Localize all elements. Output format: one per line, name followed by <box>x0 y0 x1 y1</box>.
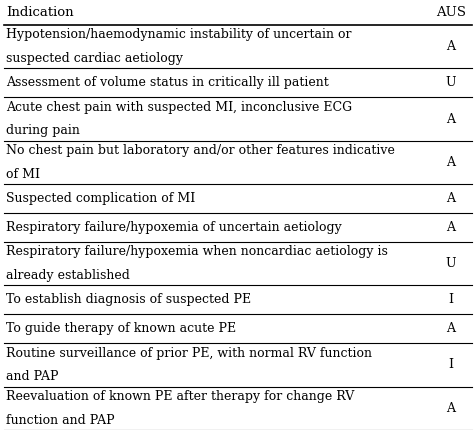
Text: Hypotension/haemodynamic instability of uncertain or: Hypotension/haemodynamic instability of … <box>6 28 352 41</box>
Text: Reevaluation of known PE after therapy for change RV: Reevaluation of known PE after therapy f… <box>6 390 354 403</box>
Text: Suspected complication of MI: Suspected complication of MI <box>6 192 195 205</box>
Text: A: A <box>447 156 456 169</box>
Text: Respiratory failure/hypoxemia when noncardiac aetiology is: Respiratory failure/hypoxemia when nonca… <box>6 246 388 258</box>
Text: during pain: during pain <box>6 124 80 137</box>
Text: Indication: Indication <box>6 6 73 19</box>
Text: A: A <box>447 192 456 205</box>
Text: No chest pain but laboratory and/or other features indicative: No chest pain but laboratory and/or othe… <box>6 144 395 157</box>
Text: already established: already established <box>6 269 130 282</box>
Text: Acute chest pain with suspected MI, inconclusive ECG: Acute chest pain with suspected MI, inco… <box>6 101 352 114</box>
Text: function and PAP: function and PAP <box>6 414 115 427</box>
Text: U: U <box>446 257 456 270</box>
Text: suspected cardiac aetiology: suspected cardiac aetiology <box>6 52 183 65</box>
Text: A: A <box>447 113 456 126</box>
Text: AUS: AUS <box>436 6 466 19</box>
Text: U: U <box>446 77 456 89</box>
Text: A: A <box>447 322 456 335</box>
Text: I: I <box>448 293 454 306</box>
Text: I: I <box>448 359 454 372</box>
Text: A: A <box>447 402 456 415</box>
Text: Routine surveillance of prior PE, with normal RV function: Routine surveillance of prior PE, with n… <box>6 347 372 359</box>
Text: Respiratory failure/hypoxemia of uncertain aetiology: Respiratory failure/hypoxemia of uncerta… <box>6 221 342 234</box>
Text: of MI: of MI <box>6 168 40 181</box>
Text: To guide therapy of known acute PE: To guide therapy of known acute PE <box>6 322 236 335</box>
Text: A: A <box>447 221 456 234</box>
Text: A: A <box>447 40 456 53</box>
Text: and PAP: and PAP <box>6 370 58 383</box>
Text: To establish diagnosis of suspected PE: To establish diagnosis of suspected PE <box>6 293 251 306</box>
Text: Assessment of volume status in critically ill patient: Assessment of volume status in criticall… <box>6 77 329 89</box>
